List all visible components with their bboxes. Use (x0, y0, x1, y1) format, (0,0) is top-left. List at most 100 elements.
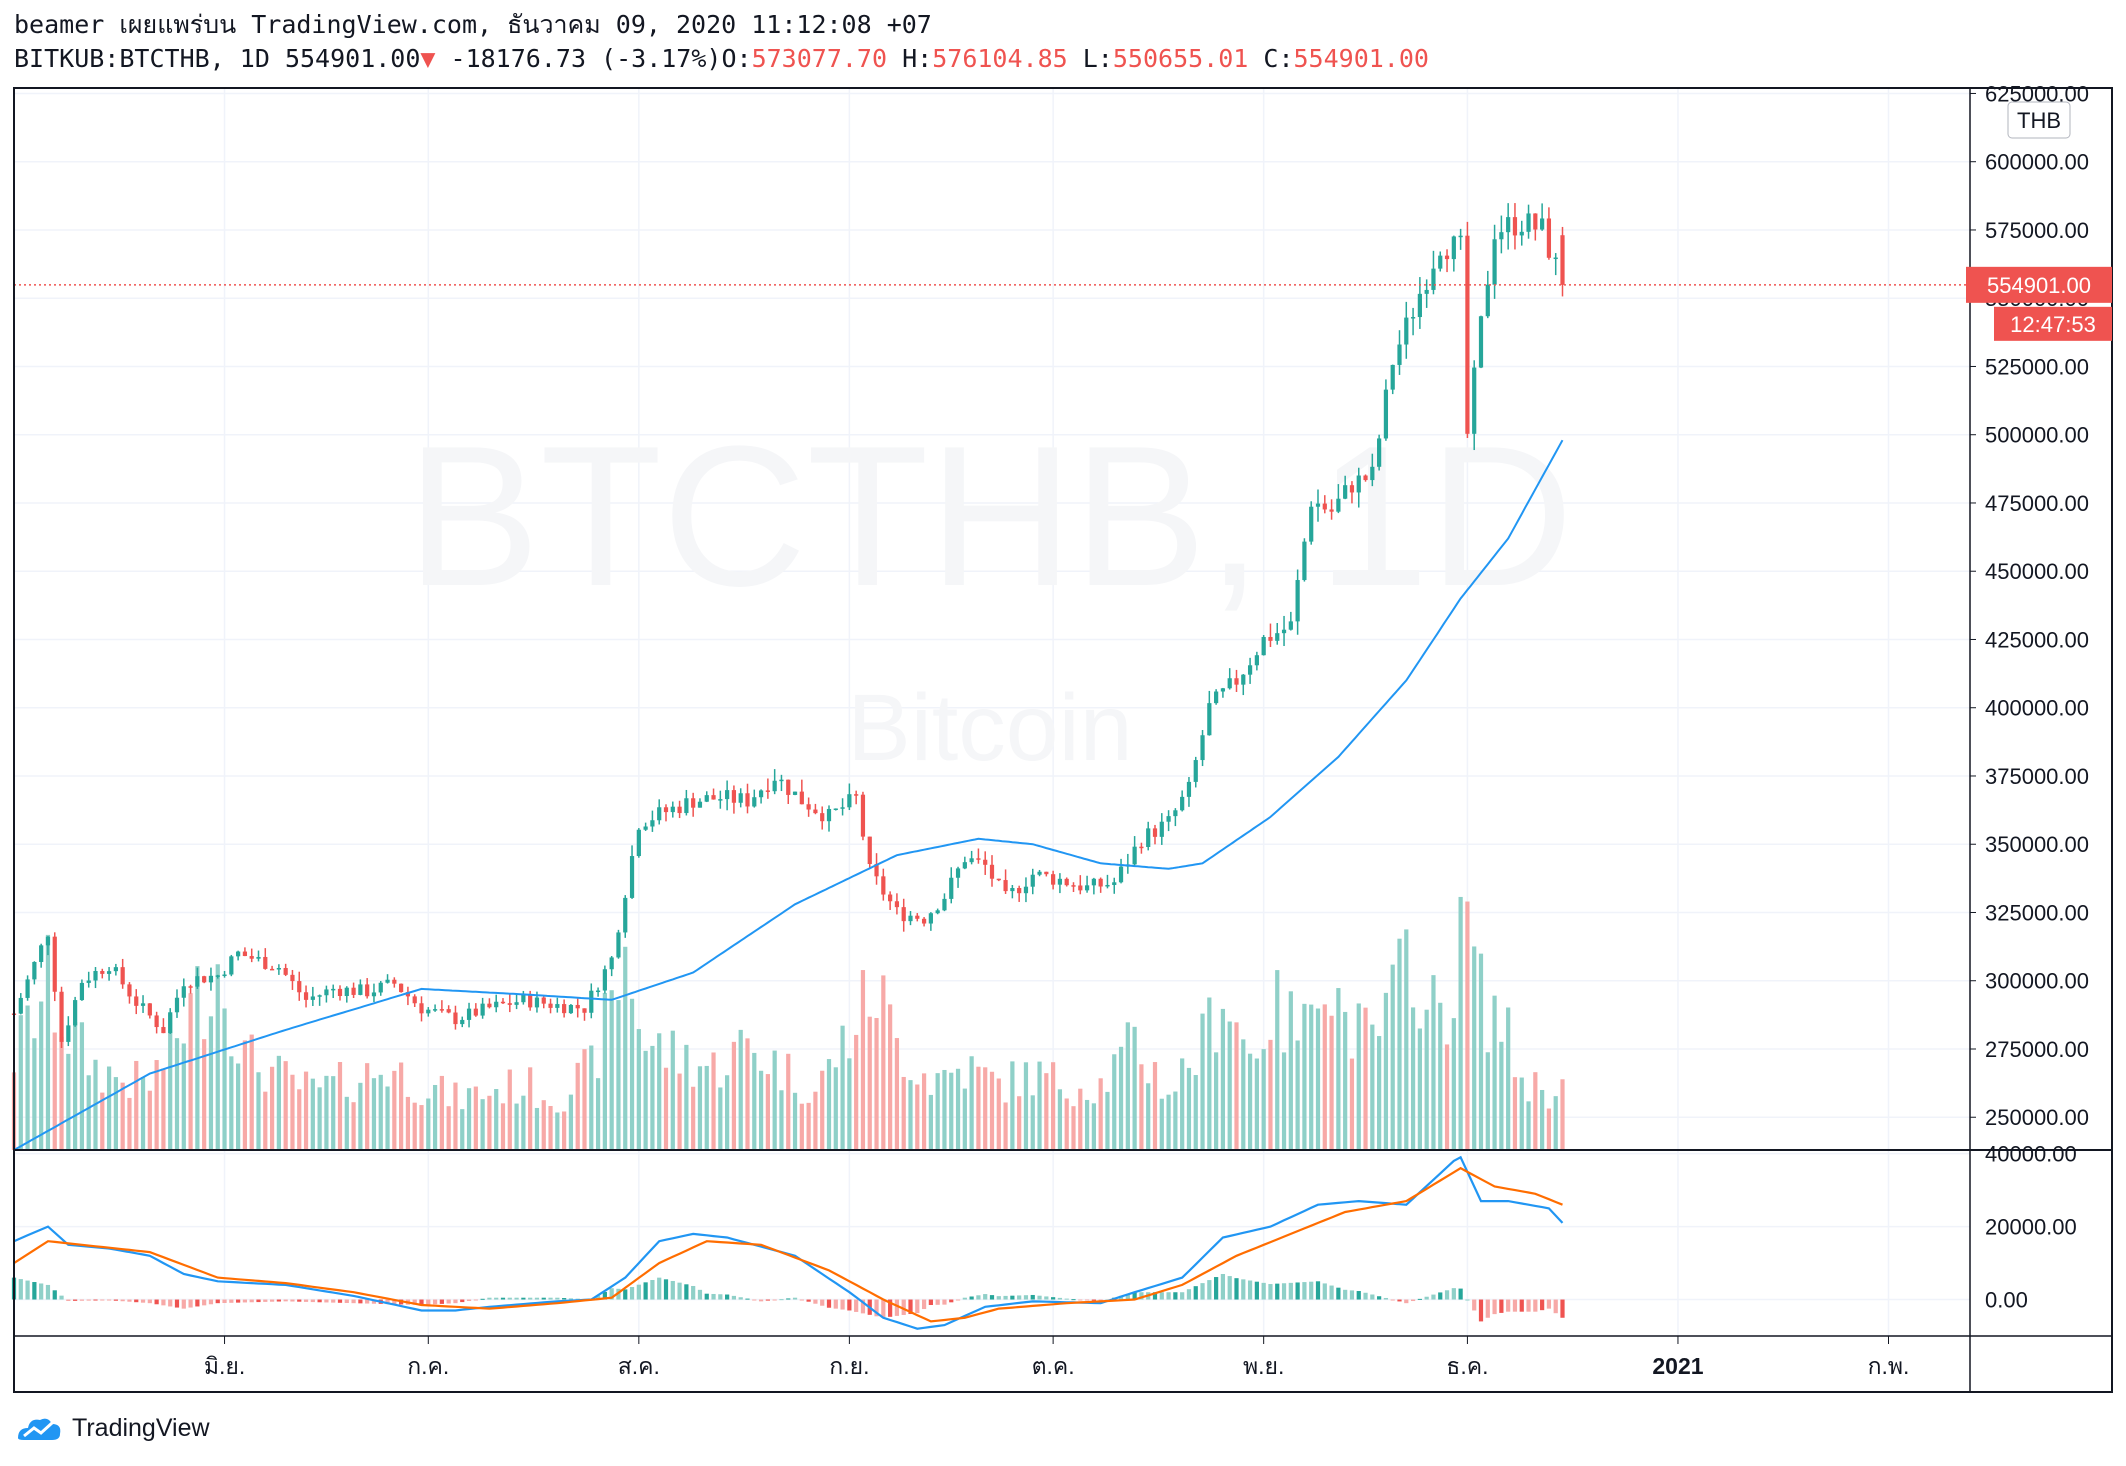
volume-bar (405, 1096, 411, 1150)
histogram-bar (881, 1299, 886, 1318)
histogram-bar (718, 1294, 723, 1300)
histogram-bar (1281, 1283, 1287, 1300)
histogram-bar (1302, 1282, 1307, 1300)
moving-average-line (13, 439, 1564, 1151)
candle-body (1343, 485, 1348, 499)
currency-badge-label: THB (2017, 108, 2061, 133)
candle-body (1533, 213, 1538, 230)
histogram-bar (928, 1299, 933, 1305)
volume-bar (32, 1038, 37, 1150)
volume-bar (1200, 1013, 1205, 1150)
histogram-bar (962, 1297, 967, 1300)
candle-body (528, 994, 533, 1008)
candle-body (73, 1000, 78, 1026)
signal-line (13, 1166, 1563, 1323)
histogram-bar (507, 1297, 512, 1300)
candle-body (1444, 255, 1450, 260)
price-tick-label: 500000.00 (1985, 423, 2089, 448)
tradingview-logo-icon[interactable] (14, 1412, 64, 1444)
volume-bar (1247, 1053, 1253, 1150)
volume-bar (1057, 1089, 1063, 1150)
volume-bar (249, 1034, 254, 1150)
volume-bar (1492, 995, 1497, 1150)
histogram-bar (1091, 1299, 1096, 1301)
candle-body (1159, 821, 1164, 837)
volume-bar (358, 1082, 363, 1150)
histogram-bar (786, 1298, 791, 1300)
histogram-bar (1207, 1280, 1212, 1300)
histogram-bar (351, 1299, 356, 1304)
histogram-bar (1343, 1289, 1348, 1300)
volume-bar (609, 990, 614, 1150)
volume-bar (1017, 1096, 1022, 1150)
candle-body (908, 915, 913, 922)
candle-body (541, 997, 546, 1004)
candle-body (1051, 874, 1056, 885)
volume-bar (799, 1103, 804, 1150)
histogram-bar (969, 1296, 974, 1300)
time-tick-label: ธ.ค. (1446, 1353, 1488, 1379)
histogram-bar (1173, 1292, 1178, 1300)
symbol-label[interactable]: BITKUB:BTCTHB, 1D (14, 44, 270, 73)
volume-bar (514, 1103, 519, 1150)
volume-bar (643, 1050, 648, 1150)
volume-bar (344, 1096, 349, 1150)
volume-bar (1173, 1091, 1178, 1150)
histogram-bar (494, 1297, 499, 1300)
histogram-bar (1044, 1296, 1049, 1300)
histogram-bar (636, 1284, 641, 1300)
candle-body (113, 967, 118, 972)
candle-body (473, 1008, 478, 1016)
volume-bar (269, 1066, 275, 1150)
histogram-bar (758, 1299, 764, 1302)
histogram-bar (344, 1299, 349, 1303)
histogram-bar (548, 1297, 553, 1300)
histogram-bar (534, 1297, 540, 1300)
candle-body (79, 982, 85, 1001)
volume-bar (426, 1098, 431, 1150)
volume-bar (1465, 901, 1470, 1150)
close-label: C: (1263, 44, 1294, 73)
volume-bar (860, 970, 866, 1150)
candle-body (1329, 509, 1334, 512)
candle-body (636, 829, 641, 857)
volume-bar (1044, 1073, 1049, 1150)
histogram-bar (460, 1299, 465, 1303)
volume-bar (39, 1001, 44, 1150)
volume-bar (548, 1106, 553, 1150)
candle-body (303, 992, 309, 1000)
volume-bar (1118, 1046, 1124, 1150)
tradingview-brand[interactable]: TradingView (72, 1413, 210, 1442)
price-tick-label: 375000.00 (1985, 764, 2089, 789)
histogram-bar (1546, 1299, 1552, 1309)
volume-bar (996, 1078, 1001, 1150)
histogram-bar (412, 1299, 417, 1305)
histogram-bar (1410, 1299, 1416, 1302)
candle-body (1478, 316, 1484, 368)
histogram-bar (1519, 1299, 1524, 1312)
histogram-bar (1166, 1292, 1171, 1300)
histogram-bar (1214, 1277, 1219, 1300)
candle-body (1309, 506, 1314, 542)
volume-bar (303, 1071, 309, 1150)
volume-bar (399, 1062, 404, 1150)
volume-bar (276, 1055, 281, 1150)
volume-bar (18, 1015, 23, 1150)
volume-bar (188, 993, 193, 1150)
candle-body (140, 1003, 146, 1006)
histogram-bar (1152, 1292, 1158, 1300)
volume-bar (772, 1050, 777, 1150)
currency-badge[interactable]: THB (2007, 101, 2071, 139)
candle-body (1540, 218, 1545, 230)
candle-body (1506, 217, 1511, 233)
histogram-bar (1268, 1284, 1273, 1300)
publish-info: beamer เผยแพร่บน TradingView.com, ธันวาค… (14, 10, 932, 39)
volume-bar (1220, 1008, 1226, 1150)
volume-bar (1023, 1062, 1029, 1150)
histogram-bar (1349, 1290, 1355, 1300)
histogram-bar (337, 1299, 343, 1303)
volume-bar (1363, 1007, 1368, 1150)
volume-bar (202, 1039, 207, 1150)
candle-body (697, 801, 703, 808)
